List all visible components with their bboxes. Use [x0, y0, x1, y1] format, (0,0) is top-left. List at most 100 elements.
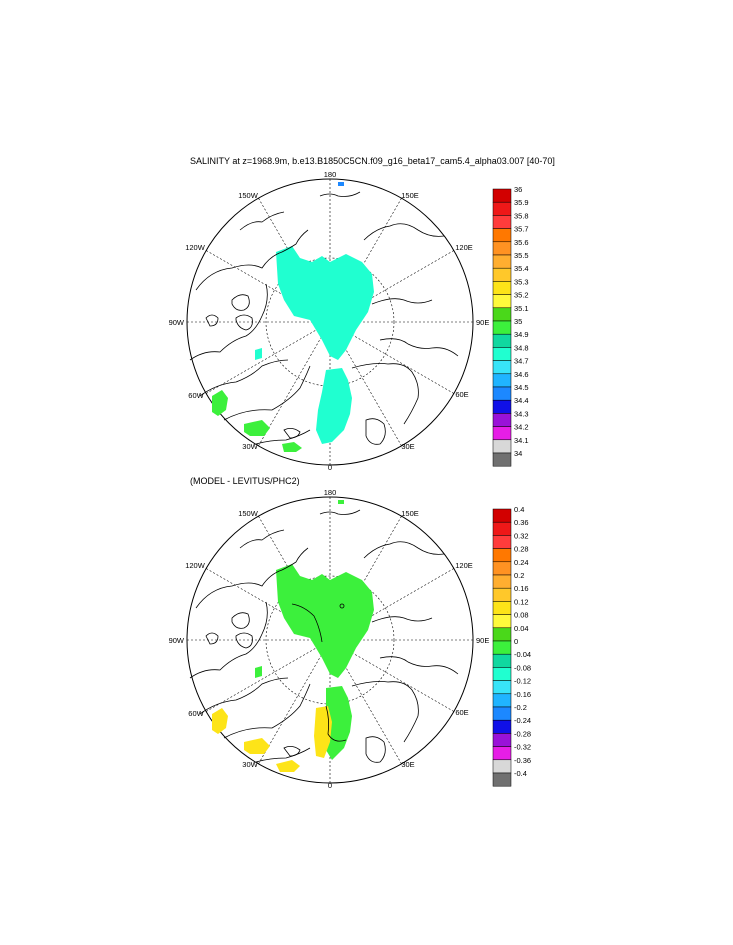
panel1-label-left: 90W [169, 318, 185, 327]
panel1-colorbar-label: 35.4 [514, 264, 529, 273]
panel2-label-150e: 150E [401, 509, 419, 518]
panel1-colorbar-label: 35 [514, 317, 522, 326]
panel1-colorbar-label: 35.7 [514, 225, 529, 234]
panel1-label-bottom: 0 [328, 463, 332, 472]
panel1-colorbar-label: 35.5 [514, 251, 529, 260]
panel1-colorbar-swatch [492, 241, 512, 256]
panel1-colorbar-swatch [492, 373, 512, 388]
panel1-label-150w: 150W [238, 191, 259, 200]
panel1-green-patches [212, 390, 302, 452]
panel1-map: 180 0 90W 90E 150W 120W 150E 120E 60W 30… [169, 170, 490, 472]
panel2-label-top: 180 [324, 488, 337, 497]
panel2-zero-contour [291, 603, 347, 742]
panel2-colorbar-swatch [492, 653, 512, 668]
panel1-colorbar-label: 34.2 [514, 423, 529, 432]
panel1-colorbar-label: 34 [514, 449, 522, 458]
panel2-coastlines [189, 509, 459, 763]
panel1-colorbar-swatch-low [492, 452, 512, 467]
panel2-colorbar-label: -0.12 [514, 677, 531, 686]
panel1-colorbar-swatch [492, 320, 512, 335]
panel1-label-top: 180 [324, 170, 337, 179]
panel1-label-30e: 30E [401, 442, 414, 451]
panel2-colorbar-swatch [492, 667, 512, 681]
panel1-colorbar-swatch [492, 360, 512, 375]
panel1-colorbar-label: 35.9 [514, 198, 529, 207]
panel2-colorbar-label: -0.2 [514, 703, 527, 712]
panel2-colorbar-swatch [492, 548, 512, 563]
panel2-label-60e: 60E [455, 708, 468, 717]
panel1-colorbar-swatch [492, 399, 512, 414]
panel2-colorbar-label: 0.28 [514, 545, 529, 554]
panel1-colorbar-swatch [492, 188, 512, 203]
panel2-colorbar-label: -0.32 [514, 743, 531, 752]
panel2-colorbar-swatch [492, 706, 512, 721]
panel1-colorbar-label: 34.9 [514, 330, 529, 339]
panel1-colorbar-swatch [492, 267, 512, 282]
panel1-colorbar-swatch [492, 386, 512, 401]
panel2-colorbar-label: 0.16 [514, 584, 529, 593]
panel2-colorbar-swatch-low [492, 772, 512, 787]
panel2-colorbar: 0.4 0.36 0.32 0.28 0.24 0.2 0.16 0.12 0.08 0.04 0 -… [492, 505, 531, 787]
panel2-colorbar-label: -0.24 [514, 716, 531, 725]
panel2-colorbar-swatch [492, 719, 512, 734]
panel2-colorbar-swatch [492, 561, 512, 576]
panel2-colorbar-label: 0 [514, 637, 518, 646]
panel2-colorbar-swatch [492, 601, 512, 615]
panel2-colorbar-swatch [492, 627, 512, 642]
panel2-colorbar-swatch [492, 746, 512, 761]
panel1-colorbar-label: 34.8 [514, 343, 529, 352]
panel1-colorbar-swatch [492, 333, 512, 348]
panel2-colorbar-swatch [492, 535, 512, 549]
panel1-colorbar-swatch [492, 201, 512, 216]
panel1-colorbar-label: 34.3 [514, 409, 529, 418]
panel1-colorbar-swatch [492, 413, 512, 427]
panel1-colorbar-swatch [492, 347, 512, 361]
panel2-difference-field-green [255, 500, 374, 760]
panel1-label-150e: 150E [401, 191, 419, 200]
panel1-colorbar-label: 34.1 [514, 436, 529, 445]
panel1-colorbar-swatch [492, 294, 512, 309]
panel1-colorbar: 36 35.9 35.8 35.7 35.6 35.5 35.4 35.3 35.2 35.1 35… [492, 185, 529, 467]
panel1-colorbar-label: 36 [514, 185, 522, 194]
panel1-label-30w: 30W [242, 442, 258, 451]
panel2-label-30e: 30E [401, 760, 414, 769]
panel2-colorbar-label: 0.32 [514, 531, 529, 540]
panel1-colorbar-swatch [492, 215, 512, 229]
panel2-label-120e: 120E [455, 561, 473, 570]
panel1-colorbar-swatch [492, 307, 512, 322]
panel1-colorbar-swatch [492, 439, 512, 454]
panel2-colorbar-swatch [492, 640, 512, 655]
panel2-colorbar-swatch [492, 574, 512, 589]
panel1-label-60w: 60W [188, 391, 204, 400]
panel2-colorbar-label: -0.36 [514, 756, 531, 765]
panel2-colorbar-label: 0.04 [514, 624, 529, 633]
panel2-colorbar-label: 0.36 [514, 518, 529, 527]
panel1-colorbar-label: 34.4 [514, 396, 529, 405]
panel2-colorbar-label: -0.4 [514, 769, 527, 778]
panel2-colorbar-label: -0.04 [514, 650, 531, 659]
panel2-label-bottom: 0 [328, 781, 332, 790]
panel2-colorbar-label: -0.16 [514, 690, 531, 699]
panel1-colorbar-label: 34.6 [514, 370, 529, 379]
panel1-colorbar-swatch [492, 426, 512, 441]
panel2-label-left: 90W [169, 636, 185, 645]
panel2-label-60w: 60W [188, 709, 204, 718]
panel2-colorbar-label: 0.24 [514, 558, 529, 567]
panel1-title: SALINITY at z=1968.9m, b.e13.B1850C5CN.f… [190, 156, 555, 166]
panel1-colorbar-label: 35.1 [514, 304, 529, 313]
panel2-label-120w: 120W [185, 561, 206, 570]
panel2-colorbar-swatch [492, 508, 512, 523]
panel2-colorbar-swatch [492, 680, 512, 695]
panel1-colorbar-swatch [492, 281, 512, 295]
panel2-colorbar-swatch [492, 587, 512, 602]
panel1-colorbar-label: 35.6 [514, 238, 529, 247]
panel1-colorbar-label: 35.2 [514, 291, 529, 300]
panel2-colorbar-label: -0.28 [514, 729, 531, 738]
panel2-colorbar-swatch [492, 614, 512, 629]
panel1-colorbar-label: 34.5 [514, 383, 529, 392]
panel2-colorbar-label: 0.12 [514, 597, 529, 606]
panel2-label-30w: 30W [242, 760, 258, 769]
panel1-colorbar-swatch [492, 228, 512, 243]
panel2-colorbar-label: 0.2 [514, 571, 524, 580]
panel1-label-120w: 120W [185, 243, 206, 252]
